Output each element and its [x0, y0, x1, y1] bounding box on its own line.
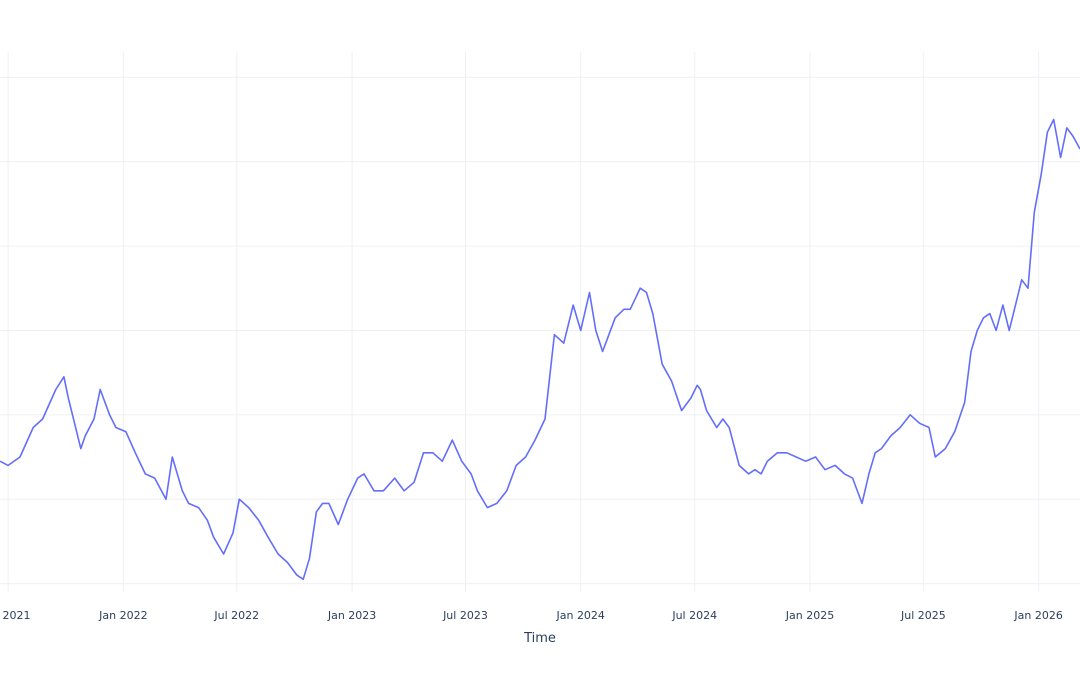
x-tick-label: Jul 2024 — [671, 609, 717, 622]
x-tick-label: Jan 2022 — [98, 609, 147, 622]
series-line — [0, 118, 1080, 581]
x-tick-label: Jan 2026 — [1013, 609, 1062, 622]
series-layer — [0, 118, 1080, 581]
grid — [0, 52, 1080, 592]
x-axis-title: Time — [523, 631, 556, 646]
x-tick-label: Jul 2025 — [900, 609, 946, 622]
x-tick-label: Jan 2023 — [327, 609, 376, 622]
x-tick-label: Jan 2024 — [555, 609, 604, 622]
x-tick-label: Jul 2023 — [442, 609, 488, 622]
x-tick-label: Jul 2022 — [213, 609, 259, 622]
x-axis-ticks: Jul 2021 Jan 2022 Jul 2022 Jan 2023 Jul 2023… — [0, 609, 1063, 622]
x-tick-label: Jul 2021 — [0, 609, 31, 622]
x-tick-label: Jan 2025 — [785, 609, 834, 622]
